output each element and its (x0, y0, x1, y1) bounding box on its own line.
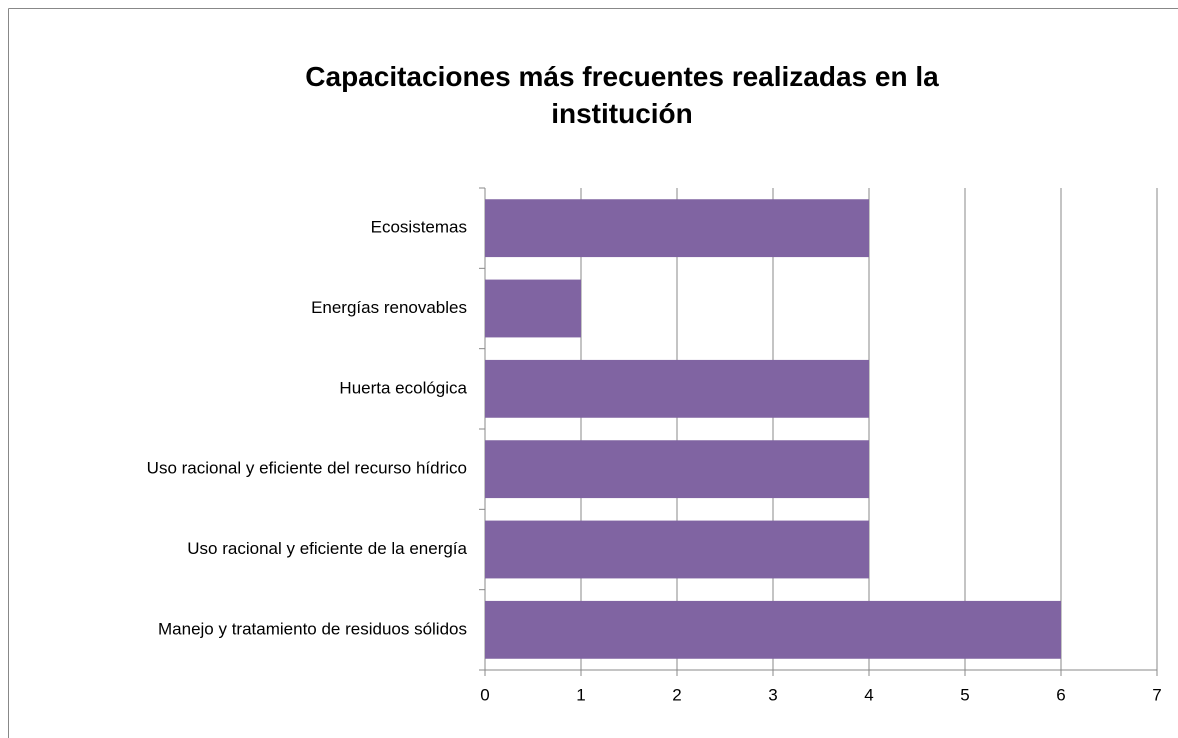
y-tick-label: Energías renovables (311, 298, 467, 317)
bar (485, 359, 869, 418)
bar (485, 600, 1061, 659)
x-tick-label: 1 (576, 685, 585, 704)
bar (485, 440, 869, 499)
x-tick-label: 2 (672, 685, 681, 704)
x-tick-label: 3 (768, 685, 777, 704)
y-tick-label: Ecosistemas (371, 218, 467, 237)
bar (485, 279, 581, 338)
x-tick-label: 5 (960, 685, 969, 704)
y-tick-label: Manejo y tratamiento de residuos sólidos (158, 619, 467, 638)
chart-title: Capacitaciones más frecuentes realizadas… (305, 61, 939, 129)
bar (485, 199, 869, 258)
y-tick-label: Uso racional y eficiente del recurso híd… (147, 459, 467, 478)
x-tick-label: 6 (1056, 685, 1065, 704)
y-tick-label: Huerta ecológica (339, 378, 467, 397)
x-tick-label: 7 (1152, 685, 1161, 704)
x-tick-label: 0 (480, 685, 489, 704)
y-tick-label: Uso racional y eficiente de la energía (187, 539, 467, 558)
bar (485, 520, 869, 579)
x-tick-label: 4 (864, 685, 873, 704)
